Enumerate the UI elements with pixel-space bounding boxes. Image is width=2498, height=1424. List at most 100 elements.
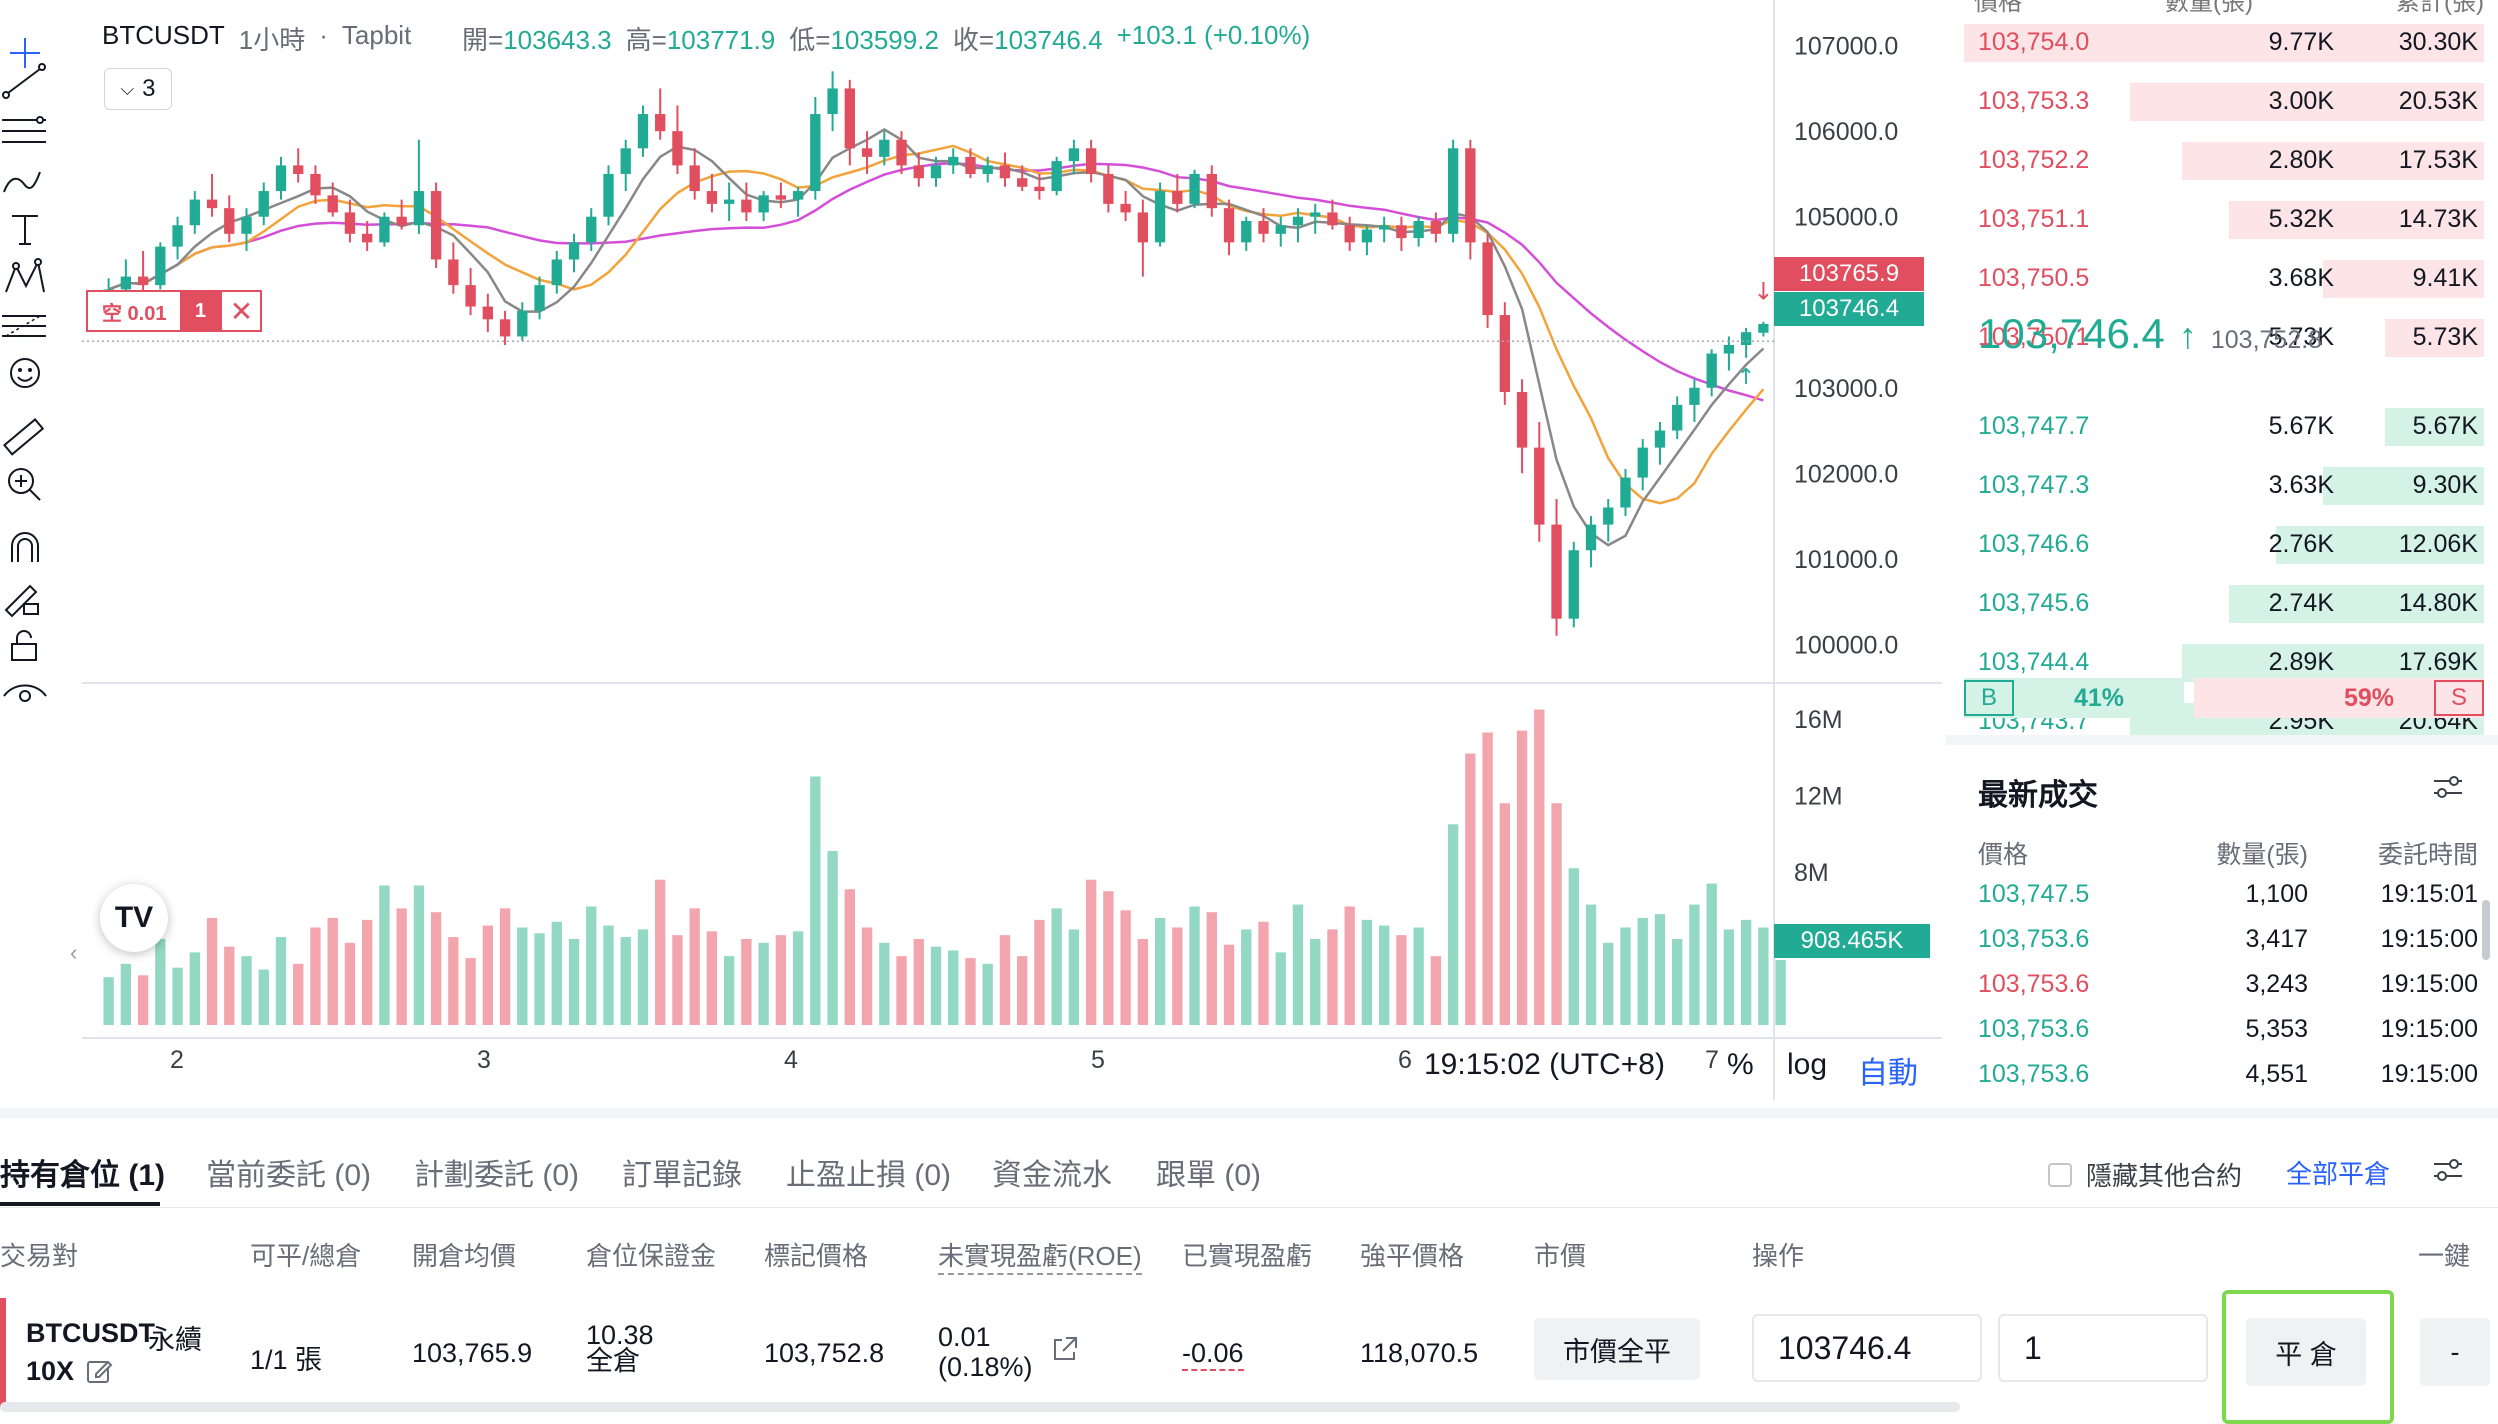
volume-axis-tick: 12M (1794, 783, 1843, 811)
scrollbar[interactable] (2482, 900, 2490, 960)
close-all-link[interactable]: 全部平倉 (2286, 1159, 2391, 1189)
interval-label: 1小時 (238, 25, 306, 55)
depth-bar (2385, 408, 2484, 446)
price-axis-tick: 103000.0 (1794, 375, 1898, 403)
one-click-button[interactable]: - (2420, 1318, 2490, 1386)
exchange-label: Tapbit (341, 20, 412, 50)
ask-row[interactable]: 103,750.1 5.73K 5.73K (1964, 315, 2484, 359)
tab-copy-trading[interactable]: 跟單 (0) (1156, 1159, 1261, 1192)
checkbox[interactable] (2048, 1162, 2072, 1187)
log-scale-button[interactable]: log (1787, 1048, 1828, 1081)
close-price-input[interactable]: 103746.4 (1752, 1314, 1982, 1382)
edit-icon[interactable] (84, 1356, 114, 1386)
volume-bar (275, 937, 287, 1025)
volume-bar (792, 931, 804, 1025)
volume-bar (1689, 904, 1700, 1025)
volume-bar (1275, 952, 1286, 1025)
lock-drawing-icon[interactable] (0, 572, 50, 622)
trend-line-icon[interactable] (0, 56, 50, 106)
tab-tp-sl[interactable]: 止盈止損 (0) (786, 1159, 951, 1192)
indicator-toggle-button[interactable]: ⌵ 3 (104, 68, 172, 110)
high-value: 103771.9 (666, 25, 776, 55)
bid-row[interactable]: 103,747.7 5.67K 5.67K (1964, 404, 2484, 448)
pattern-icon[interactable] (0, 252, 50, 302)
candle-body (258, 191, 269, 217)
leverage[interactable]: 10X (26, 1356, 75, 1386)
magnet-icon[interactable] (0, 524, 50, 574)
chevron-left-icon[interactable]: ‹ (70, 940, 78, 965)
tradingview-logo[interactable]: TV (100, 884, 168, 952)
settings-sliders-icon[interactable] (2428, 767, 2468, 807)
hide-other-contracts-toggle[interactable]: 隱藏其他合約 (2048, 1156, 2242, 1193)
time-axis-tick: 7 (1705, 1046, 1719, 1074)
chart-canvas[interactable]: 107000.0 106000.0 105000.0 103000.0 102000.0… (82, 0, 1942, 1100)
buy-badge: B (1964, 680, 2014, 716)
unlock-icon[interactable] (0, 620, 50, 670)
ruler-icon[interactable] (0, 412, 50, 462)
ask-cum: 30.30K (2398, 28, 2478, 56)
position-symbol[interactable]: BTCUSDT (26, 1318, 155, 1348)
ask-row[interactable]: 103,753.3 3.00K 20.53K (1964, 79, 2484, 123)
market-close-button[interactable]: 市價全平 (1534, 1318, 1700, 1380)
upnl-value: 0.01 (938, 1322, 991, 1352)
tab-open-orders[interactable]: 當前委託 (0) (206, 1159, 371, 1192)
percent-scale-button[interactable]: % (1727, 1048, 1754, 1081)
ask-row[interactable]: 103,752.2 2.80K 17.53K (1964, 138, 2484, 182)
sell-badge: S (2434, 680, 2484, 716)
zoom-in-icon[interactable] (0, 460, 50, 510)
close-position-button[interactable]: 平 倉 (2246, 1318, 2366, 1386)
horizontal-lines-icon[interactable] (0, 106, 50, 156)
auto-scale-button[interactable]: 自動 (1858, 1057, 1918, 1090)
col-liq: 強平價格 (1360, 1241, 1465, 1271)
share-icon[interactable] (1048, 1332, 1082, 1366)
horizontal-scrollbar[interactable] (0, 1402, 1960, 1412)
candle-body (1740, 332, 1752, 345)
eye-icon[interactable] (0, 668, 50, 718)
sell-signal-arrow: ↓ (1753, 278, 1773, 306)
emoji-icon[interactable] (0, 348, 50, 398)
chart-footer: 19:15:02 (UTC+8) % log 自動 (82, 1040, 1942, 1092)
crosshair-icon[interactable] (0, 28, 50, 78)
candle-body (568, 242, 580, 260)
volume-bar (1344, 906, 1355, 1025)
ask-row[interactable]: 103,754.0 9.77K 30.30K (1964, 20, 2484, 64)
volume-bar (430, 912, 442, 1025)
volume-bar (344, 942, 356, 1025)
trade-price: 103,753.6 (1978, 1015, 2090, 1043)
bid-row[interactable]: 103,744.4 2.89K 17.69K (1964, 640, 2484, 684)
candle-body (1051, 161, 1062, 192)
volume-bar (1327, 929, 1338, 1025)
volume-bar (482, 925, 494, 1025)
fib-retracement-icon[interactable] (0, 300, 50, 350)
candle-body (1103, 173, 1114, 204)
tab-plan-orders[interactable]: 計劃委託 (0) (414, 1159, 579, 1192)
volume-bar (1017, 956, 1028, 1025)
bid-price: 103,746.6 (1978, 530, 2090, 558)
volume-bar (155, 938, 166, 1025)
tab-order-history[interactable]: 訂單記錄 (622, 1159, 742, 1192)
tab-positions[interactable]: 持有倉位 (1) (0, 1159, 165, 1192)
position-marker[interactable]: 空 0.01 1 ✕ (86, 290, 263, 332)
price-chart[interactable]: 107000.0 106000.0 105000.0 103000.0 102000.0… (70, 0, 1942, 1100)
volume-bar (189, 952, 200, 1025)
bid-price: 103,744.4 (1978, 648, 2090, 676)
candle-body (1585, 524, 1597, 551)
bid-row[interactable]: 103,747.3 3.63K 9.30K (1964, 463, 2484, 507)
text-tool-icon[interactable] (0, 204, 50, 254)
candle-body (655, 114, 666, 132)
col-market: 市價 (1534, 1241, 1587, 1271)
close-qty-input[interactable]: 1 (1998, 1314, 2208, 1382)
arrow-up-icon: ↑ (2178, 315, 2197, 356)
brush-icon[interactable] (0, 156, 50, 206)
ask-row[interactable]: 103,751.1 5.32K 14.73K (1964, 197, 2484, 241)
bid-row[interactable]: 103,746.6 2.76K 12.06K (1964, 522, 2484, 566)
ask-row[interactable]: 103,750.5 3.68K 9.41K (1964, 256, 2484, 300)
candle-body (413, 191, 425, 226)
contract-type: 永續 (148, 1325, 202, 1355)
tab-funding[interactable]: 資金流水 (992, 1159, 1112, 1192)
close-icon[interactable]: ✕ (220, 292, 260, 330)
settings-sliders-icon[interactable] (2430, 1152, 2466, 1188)
bid-row[interactable]: 103,745.6 2.74K 14.80K (1964, 581, 2484, 625)
ohlc-high: 高=103771.9 (626, 20, 776, 57)
depth-bar (2229, 201, 2484, 239)
